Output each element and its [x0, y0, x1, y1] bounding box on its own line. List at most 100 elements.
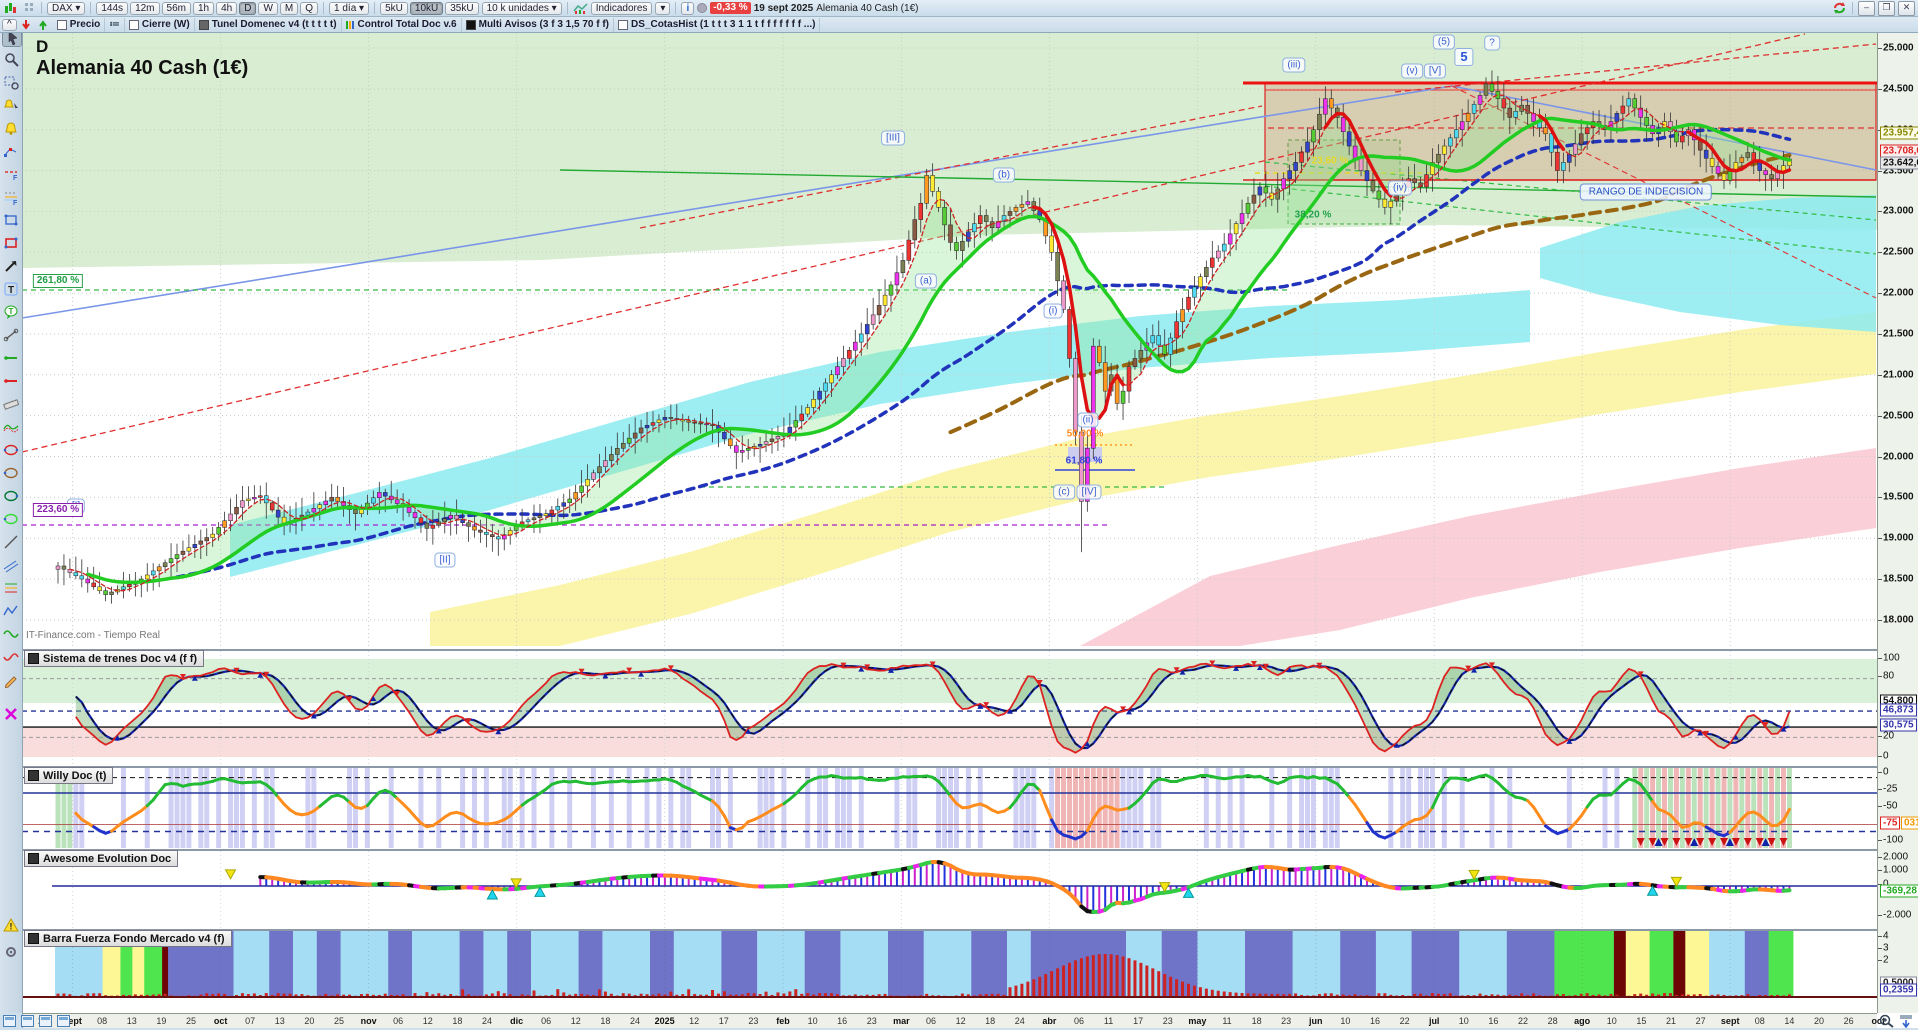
- alert-cursor-tool-icon[interactable]: [2, 96, 20, 114]
- timeframe-button-4h[interactable]: 4h: [216, 1, 238, 15]
- trendline-tool-icon[interactable]: [2, 533, 20, 551]
- zoom-tool-icon[interactable]: [2, 50, 20, 68]
- indicator-item-4[interactable]: Control Total Doc v.6: [342, 17, 462, 32]
- text-tool-icon[interactable]: T: [2, 280, 20, 298]
- timeframe-button-D[interactable]: D: [239, 1, 257, 15]
- panel-axis-label: 2.000: [1883, 851, 1909, 863]
- chart-window-icon[interactable]: [20, 1014, 35, 1028]
- volume-units-select[interactable]: 10 k unidades ▾: [481, 1, 562, 15]
- warning-tool-icon[interactable]: !: [2, 916, 20, 934]
- fibonacci-tool-icon[interactable]: [2, 579, 20, 597]
- time-label-20: 24: [629, 1016, 641, 1026]
- zoom-in-icon[interactable]: [1879, 1014, 1894, 1028]
- y-axis-label: 21.500: [1883, 328, 1914, 340]
- ellipse-darkgreen-tool-icon[interactable]: [2, 487, 20, 505]
- alert-bell-tool-icon[interactable]: [2, 119, 20, 137]
- panel-willy[interactable]: [22, 766, 1877, 848]
- price-axis[interactable]: 25.00024.50024.00023.50023.00022.50022.0…: [1877, 33, 1918, 1013]
- wave-green-tool-icon[interactable]: [2, 625, 20, 643]
- info-button[interactable]: i: [681, 1, 695, 15]
- arrow-tool-icon[interactable]: [2, 257, 20, 275]
- ellipse-red-tool-icon[interactable]: [2, 441, 20, 459]
- indicator-item-0[interactable]: Precio: [53, 17, 106, 32]
- close-button[interactable]: ✕: [1898, 0, 1915, 16]
- indicators-button[interactable]: Indicadores: [590, 1, 653, 15]
- volume-button-5kU[interactable]: 5kU: [380, 1, 408, 15]
- channel-tool-icon[interactable]: [2, 556, 20, 574]
- timeframe-button-12m[interactable]: 12m: [130, 1, 160, 15]
- panel-barra[interactable]: [22, 929, 1877, 998]
- checkbox-icon[interactable]: [128, 19, 139, 30]
- layout-icon[interactable]: [2, 1014, 17, 1028]
- indicator-item-3[interactable]: Tunel Domenec v4 (t t t t t): [195, 17, 342, 32]
- timeframe-button-1h[interactable]: 1h: [192, 1, 215, 15]
- time-axis[interactable]: 26sept08131925oct07132025nov06121824dic0…: [22, 1013, 1885, 1029]
- horizontal-line-tool-icon[interactable]: F: [2, 165, 20, 183]
- time-label-8: 13: [274, 1016, 285, 1026]
- panel-axis-tick: [1878, 736, 1882, 737]
- panel-header-3[interactable]: Barra Fuerza Fondo Mercado v4 (f): [24, 930, 232, 947]
- zigzag-tool-icon[interactable]: [2, 602, 20, 620]
- indicator-item-2[interactable]: Cierre (W): [125, 17, 195, 32]
- ellipse-green-tool-icon[interactable]: [2, 510, 20, 528]
- indicator-item-label: DS_CotasHist (1 t t t 3 1 1 t f f f f f …: [631, 19, 816, 30]
- wave-red-tool-icon[interactable]: [2, 648, 20, 666]
- period-select[interactable]: 1 día ▾: [329, 1, 370, 15]
- settings-tool-icon[interactable]: [2, 943, 20, 961]
- divider: [1852, 2, 1853, 14]
- ruler-tool-icon[interactable]: [2, 395, 20, 413]
- symbol-select[interactable]: DAX ▾: [47, 1, 86, 15]
- volume-button-35kU[interactable]: 35kU: [445, 1, 479, 15]
- checkbox-icon[interactable]: [56, 19, 67, 30]
- time-label-31: 12: [955, 1016, 966, 1026]
- grid-icon[interactable]: [38, 1014, 53, 1028]
- anchor-line-tool-icon[interactable]: [2, 142, 20, 160]
- wave-tool-icon[interactable]: [2, 418, 20, 436]
- note-tool-icon[interactable]: T: [2, 303, 20, 321]
- restore-button[interactable]: ❐: [1878, 0, 1895, 16]
- hsegment-red-tool-icon[interactable]: [2, 372, 20, 390]
- indicator-item-5[interactable]: Multi Avisos (3 f 3 1,5 70 f f): [462, 17, 615, 32]
- collapse-toolbar-button[interactable]: ^: [2, 18, 17, 31]
- volume-button-10kU[interactable]: 10kU: [409, 1, 444, 15]
- pencil-tool-icon[interactable]: [2, 671, 20, 689]
- timeframe-button-56m[interactable]: 56m: [161, 1, 191, 15]
- checkbox-icon[interactable]: [618, 19, 629, 30]
- hsegment-green-tool-icon[interactable]: [2, 349, 20, 367]
- auto-fit-icon[interactable]: [1899, 1014, 1914, 1028]
- ellipse-brown-tool-icon[interactable]: [2, 464, 20, 482]
- price-value-box: 23.642,6: [1880, 156, 1918, 170]
- indicator-item-6[interactable]: DS_CotasHist (1 t t t 3 1 1 t f f f f f …: [614, 17, 821, 32]
- main-price-chart[interactable]: [22, 33, 1877, 646]
- list-icon[interactable]: ≔: [109, 19, 120, 30]
- chart-style-icon[interactable]: [573, 1, 588, 15]
- panel-axis-label: 1.000: [1883, 864, 1909, 876]
- panel-header-2[interactable]: Awesome Evolution Doc: [24, 850, 179, 867]
- indicator-item-label: Precio: [69, 19, 101, 30]
- minimize-button[interactable]: –: [1858, 0, 1875, 16]
- indicators-dropdown[interactable]: ▾: [655, 1, 671, 15]
- panel-header-0[interactable]: Sistema de trenes Doc v4 (f f): [24, 650, 205, 667]
- timeframe-button-W[interactable]: W: [258, 1, 278, 15]
- timeframe-button-M[interactable]: M: [279, 1, 299, 15]
- time-label-11: nov: [360, 1016, 377, 1026]
- rectangle-red-tool-icon[interactable]: [2, 234, 20, 252]
- panel-sistema[interactable]: [22, 649, 1877, 765]
- arrow-down-red-icon[interactable]: [19, 18, 34, 32]
- timeframe-button-144s[interactable]: 144s: [96, 1, 129, 15]
- zoom-area-tool-icon[interactable]: [2, 73, 20, 91]
- segment-tool-icon[interactable]: [2, 326, 20, 344]
- panel-awesome[interactable]: [22, 849, 1877, 928]
- arrow-up-green-icon[interactable]: [36, 18, 51, 32]
- time-label-46: 22: [1399, 1016, 1410, 1026]
- workspace-icon[interactable]: [21, 1, 36, 15]
- erase-tool-icon[interactable]: [2, 705, 20, 723]
- list-window-icon[interactable]: [56, 1014, 71, 1028]
- multi-line-tool-icon[interactable]: F: [2, 188, 20, 206]
- refresh-icon[interactable]: [1832, 1, 1847, 15]
- rectangle-blue-tool-icon[interactable]: [2, 211, 20, 229]
- timeframe-button-Q[interactable]: Q: [300, 1, 319, 15]
- panel-header-1[interactable]: Willy Doc (t): [24, 767, 114, 784]
- svg-text:T: T: [8, 285, 14, 296]
- indicator-item-1[interactable]: ≔: [105, 17, 125, 32]
